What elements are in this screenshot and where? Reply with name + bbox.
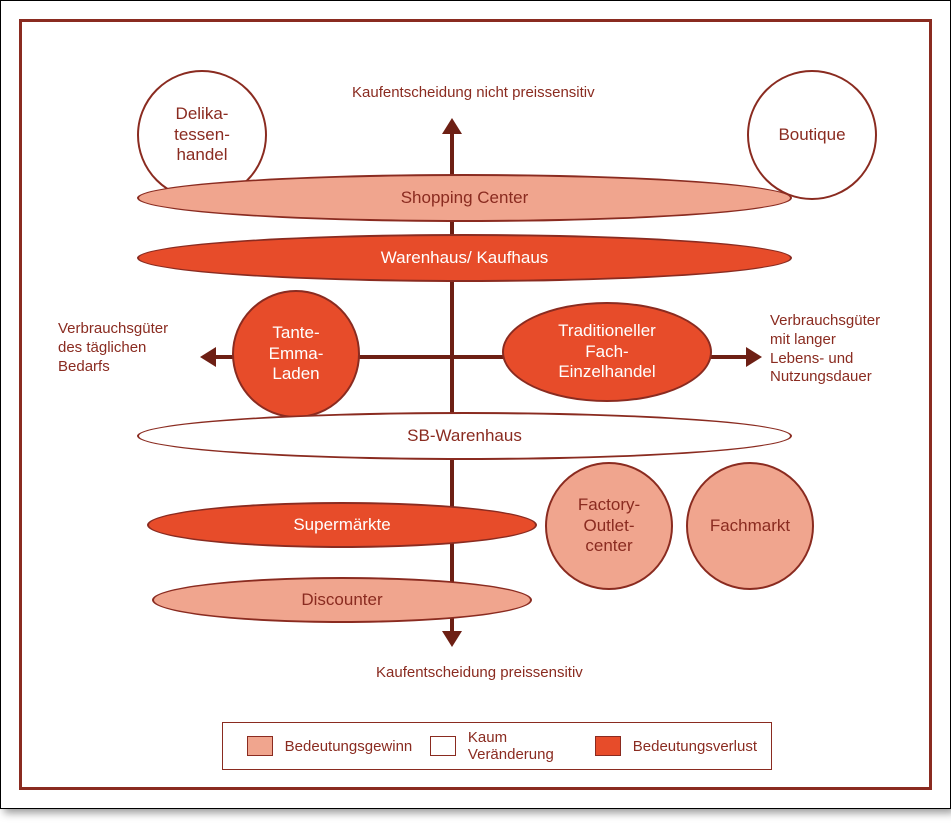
fachmarkt-circle-label: Fachmarkt	[710, 516, 790, 536]
boutique-circle-label: Boutique	[778, 125, 845, 145]
warenhaus-kaufhaus-ellipse: Warenhaus/ Kaufhaus	[137, 234, 792, 282]
diagram-canvas: Kaufentscheidung nicht preissensitiv Kau…	[22, 22, 929, 787]
diagram-outer-frame: Kaufentscheidung nicht preissensitiv Kau…	[0, 0, 951, 809]
axis-label-left: Verbrauchsgüterdes täglichenBedarfs	[58, 320, 168, 376]
axis-label-bottom: Kaufentscheidung preissensitiv	[376, 664, 583, 683]
legend-swatch-1	[430, 736, 456, 756]
discounter-ellipse-label: Discounter	[301, 590, 382, 610]
traditioneller-facheinzelhandel-ellipse: TraditionellerFach-Einzelhandel	[502, 302, 712, 402]
traditioneller-facheinzelhandel-ellipse-label: TraditionellerFach-Einzelhandel	[558, 321, 656, 382]
diagram-inner-frame: Kaufentscheidung nicht preissensitiv Kau…	[19, 19, 932, 790]
legend-label-0: Bedeutungsgewinn	[285, 738, 413, 755]
factory-outletcenter-circle-label: Factory-Outlet-center	[578, 495, 640, 556]
legend-label-2: Bedeutungsverlust	[633, 738, 757, 755]
delikatessenhandel-circle-label: Delika-tessen-handel	[174, 104, 230, 165]
fachmarkt-circle: Fachmarkt	[686, 462, 814, 590]
axis-label-top: Kaufentscheidung nicht preissensitiv	[352, 84, 595, 103]
discounter-ellipse: Discounter	[152, 577, 532, 623]
legend-box: Bedeutungsgewinn Kaum Veränderung Bedeutun…	[222, 722, 772, 770]
boutique-circle: Boutique	[747, 70, 877, 200]
legend-label-1: Kaum Veränderung	[468, 729, 577, 763]
axis-label-right: Verbrauchsgütermit langerLebens- undNutz…	[770, 312, 880, 387]
tante-emma-laden-circle-label: Tante-Emma-Laden	[269, 323, 324, 384]
legend-swatch-0	[247, 736, 273, 756]
sb-warenhaus-ellipse-label: SB-Warenhaus	[407, 426, 522, 446]
warenhaus-kaufhaus-ellipse-label: Warenhaus/ Kaufhaus	[381, 248, 549, 268]
sb-warenhaus-ellipse: SB-Warenhaus	[137, 412, 792, 460]
factory-outletcenter-circle: Factory-Outlet-center	[545, 462, 673, 590]
supermaerkte-ellipse-label: Supermärkte	[293, 515, 390, 535]
legend-swatch-2	[595, 736, 621, 756]
tante-emma-laden-circle: Tante-Emma-Laden	[232, 290, 360, 418]
shopping-center-ellipse-label: Shopping Center	[401, 188, 529, 208]
shopping-center-ellipse: Shopping Center	[137, 174, 792, 222]
supermaerkte-ellipse: Supermärkte	[147, 502, 537, 548]
